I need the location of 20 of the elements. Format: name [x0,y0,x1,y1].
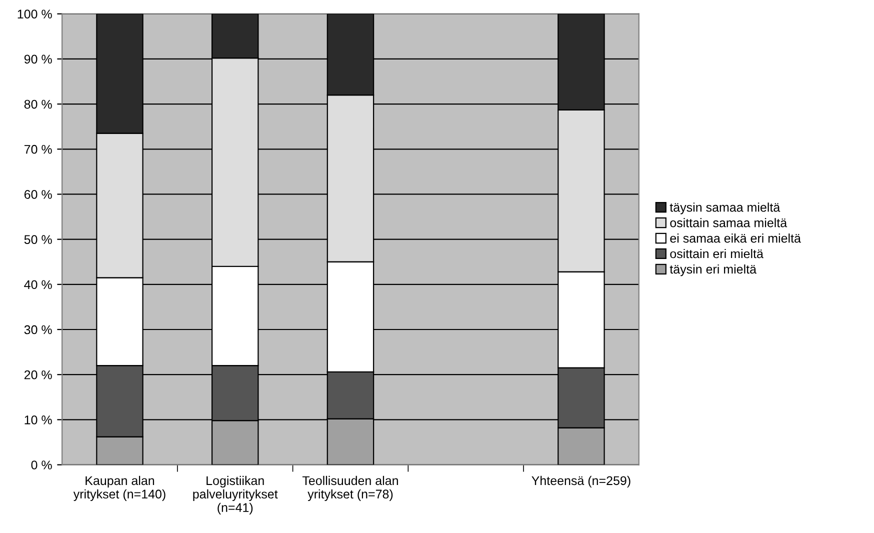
legend-label: täysin eri mieltä [670,264,756,276]
y-tick-label: 80 % [24,100,52,109]
y-tick-label: 20 % [24,370,52,380]
legend-label: ei samaa eikä eri mieltä [670,234,801,243]
legend-label: täysin samaa mieltä [670,202,780,214]
x-tick-label: Teollisuuden alan yritykset (n=78) [302,476,398,502]
y-tick-label: 70 % [24,144,52,154]
x-tick-label: Logistiikan palveluyritykset (n=41) [193,476,278,514]
y-tick-label: 90 % [24,54,52,64]
y-tick-label: 40 % [24,280,52,290]
y-tick-label: 60 % [24,190,52,199]
legend-label: osittain eri mieltä [670,248,764,258]
y-tick-label: 50 % [24,235,52,244]
y-tick-label: 100 % [18,10,52,19]
legend-label: osittain samaa mieltä [670,218,788,228]
x-tick-label: Yhteensä (n=259) [532,476,630,488]
y-tick-label: 10 % [24,415,52,424]
y-tick-label: 0 % [31,460,52,470]
y-tick-label: 30 % [24,325,52,334]
x-tick-label: Kaupan alan yritykset (n=140) [73,476,166,502]
